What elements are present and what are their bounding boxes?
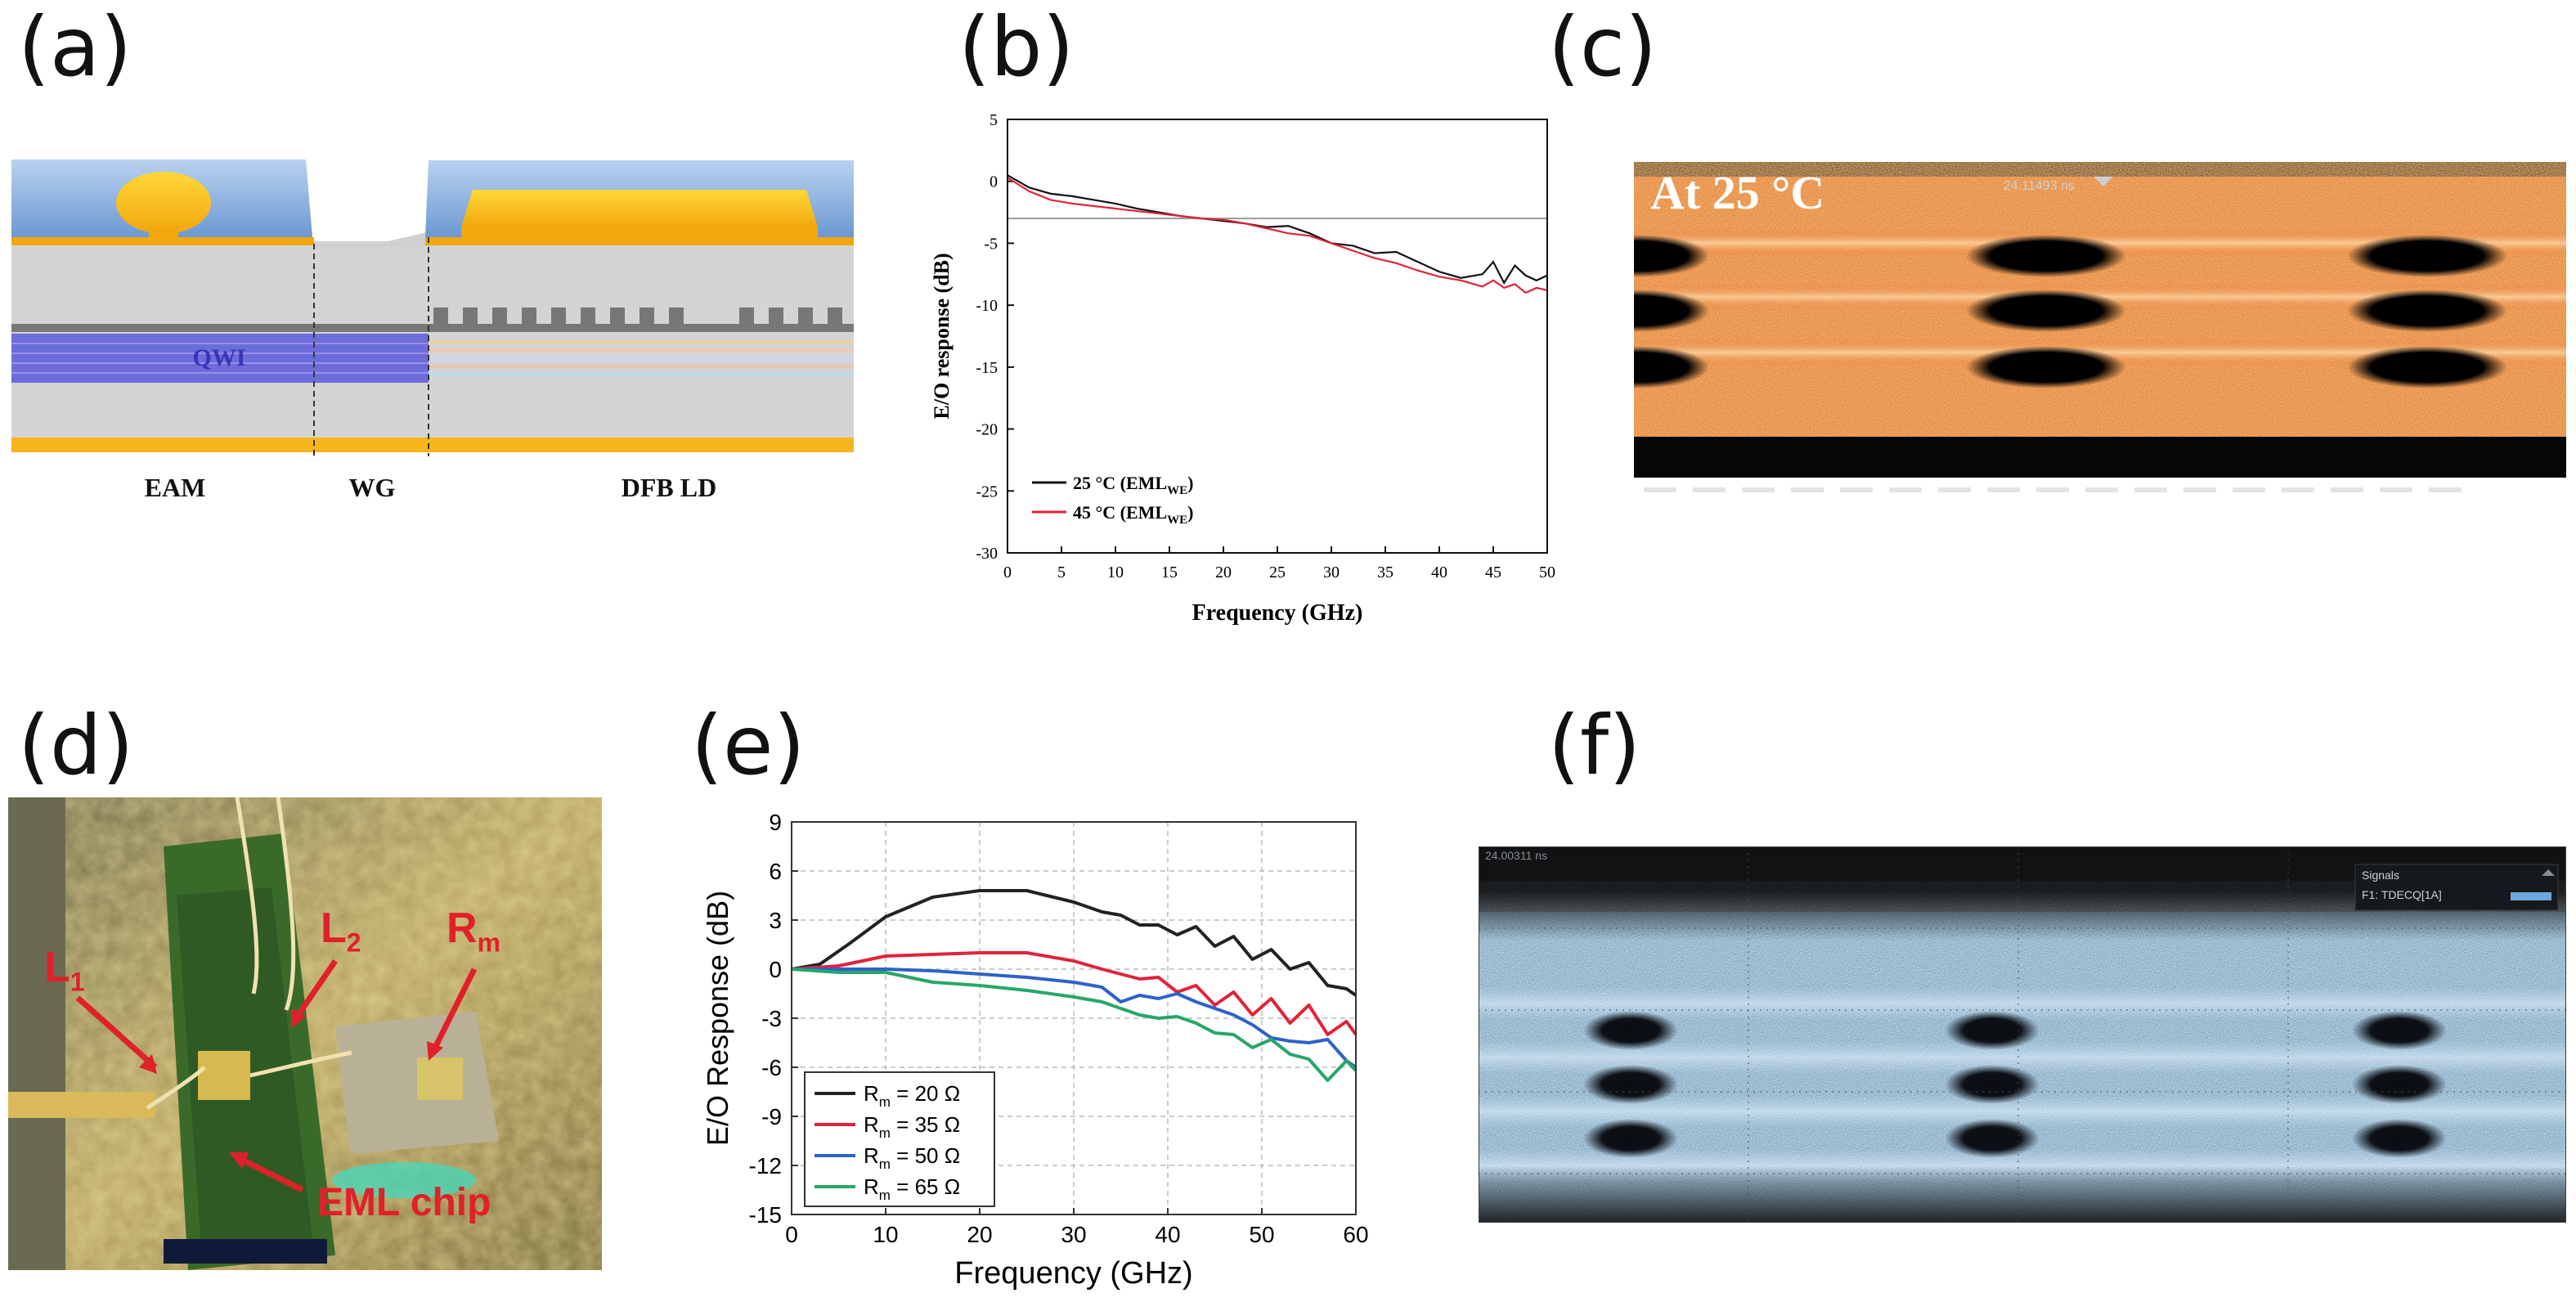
- chart-b-ytick-label: -10: [976, 297, 998, 315]
- eam-contact-pad: [116, 172, 211, 234]
- chart-b-xtick-label: 25: [1269, 563, 1286, 581]
- chart-b-legend-45: 45 °C (EMLWE): [1073, 502, 1193, 527]
- panel-c-title: At 25 °C: [1650, 166, 1825, 219]
- chart-e-xtick-label: 10: [873, 1222, 898, 1247]
- chart-e-legend-label: Rm = 50 Ω: [864, 1143, 960, 1172]
- chart-e-legend-label: Rm = 20 Ω: [864, 1081, 960, 1110]
- chart-e-ytick-label: 0: [769, 957, 782, 982]
- panel-label-a: (a): [18, 0, 132, 95]
- grating-layer: [11, 324, 854, 332]
- chart-e-xtick-label: 50: [1249, 1222, 1274, 1247]
- panel-e-chart: 0 10 20 30 40 50 60 9 6 3 0 -3 -6 -9 -12 -15 Frequency …: [695, 806, 1374, 1296]
- panel-label-b: (b): [958, 0, 1075, 95]
- chart-b-xtick-label: 10: [1107, 563, 1124, 581]
- panel-c-eye-diagram: 24.11493 ns At 25 °C: [1634, 162, 2566, 478]
- chart-e-ytick-label: -3: [761, 1006, 782, 1031]
- panel-c-scope-readout: 24.11493 ns: [2004, 179, 2075, 193]
- chart-b-legend-25: 25 °C (EMLWE): [1073, 473, 1193, 497]
- chart-b-xtick-label: 40: [1431, 563, 1447, 581]
- panel-f-eye-diagram: 24.00311 ns Signals F1: TDECQ[1A]: [1479, 846, 2566, 1223]
- chart-e-ytick-label: -12: [749, 1153, 782, 1179]
- chart-e-xtick-label: 30: [1061, 1222, 1086, 1247]
- section-label-dfb: DFB LD: [622, 473, 716, 502]
- panel-f-signals-legend: Signals F1: TDECQ[1A]: [2354, 864, 2559, 911]
- section-label-wg: WG: [349, 473, 396, 502]
- chart-b-ytick-label: -30: [976, 545, 998, 563]
- qwi-region: [11, 334, 429, 383]
- chart-e-series-1: [791, 951, 1358, 1036]
- chart-b-xtick-label: 35: [1377, 563, 1393, 581]
- chart-b-ytick-label: -25: [976, 483, 998, 501]
- chart-b-xtick-label: 50: [1539, 563, 1555, 581]
- chart-b-legend: 25 °C (EMLWE) 45 °C (EMLWE): [1032, 473, 1193, 527]
- chart-b-ytick-label: 5: [990, 111, 998, 129]
- mqw-layers: [429, 340, 854, 376]
- grating-teeth: [433, 308, 842, 324]
- chart-b-ylabel: E/O response (dB): [930, 253, 954, 419]
- chart-b-xtick-label: 30: [1323, 563, 1340, 581]
- svg-text:F1: TDECQ[1A]: F1: TDECQ[1A]: [2362, 888, 2442, 901]
- panel-label-c: (c): [1548, 0, 1658, 95]
- chart-b-xlabel: Frequency (GHz): [1192, 600, 1363, 626]
- chart-b-xtick-label: 5: [1057, 563, 1066, 581]
- chart-e-series-0: [791, 889, 1358, 997]
- svg-text:Signals: Signals: [2362, 869, 2399, 882]
- chart-e-legend-label: Rm = 65 Ω: [864, 1174, 960, 1203]
- chart-b-xtick-label: 0: [1003, 563, 1012, 581]
- chart-b-series-1: [1007, 177, 1548, 294]
- chart-b-ytick-label: 0: [990, 173, 998, 191]
- chart-b-ytick-label: -5: [984, 235, 998, 253]
- chart-e-ytick-label: -6: [761, 1055, 782, 1080]
- chart-e-legend-label: Rm = 35 Ω: [864, 1112, 960, 1141]
- panel-d-photo: L1 L2 Rm EML chip: [8, 797, 602, 1270]
- chart-e-ytick-label: -15: [749, 1202, 782, 1228]
- chart-e-series-3: [791, 968, 1358, 1082]
- annotation-l2: L2: [321, 905, 361, 958]
- chart-e-series-2: [792, 968, 1358, 1069]
- chart-b-xtick-label: 45: [1485, 563, 1501, 581]
- chart-e-xlabel: Frequency (GHz): [954, 1256, 1192, 1291]
- annotation-eml-chip: EML chip: [317, 1181, 491, 1224]
- dfb-electrode: [461, 190, 818, 227]
- panel-label-e: (e): [691, 698, 806, 793]
- annotation-l1: L1: [44, 944, 85, 997]
- bottom-contact: [11, 438, 854, 452]
- qwi-label: QWI: [192, 344, 245, 371]
- chart-b-xtick-label: 15: [1161, 563, 1178, 581]
- chart-e-xtick-label: 0: [785, 1222, 798, 1247]
- chart-b-plot-frame: [1007, 119, 1548, 554]
- panel-b-chart: 0 5 10 15 20 25 30 35 40 45 50 5 0 -5 -10 -15 -20 -25 -30 …: [916, 106, 1562, 638]
- chart-b-ytick-label: -15: [976, 359, 998, 377]
- panel-label-f: (f): [1548, 698, 1641, 793]
- chart-b-ytick-label: -20: [976, 421, 998, 439]
- chart-e-ytick-label: 6: [769, 859, 782, 884]
- panel-c-blurred-footer: [1644, 487, 2478, 492]
- annotation-rm: Rm: [447, 905, 501, 958]
- chart-e-xtick-label: 60: [1343, 1222, 1368, 1247]
- chart-e-ytick-label: 3: [769, 908, 782, 933]
- chart-e-plot-frame: [791, 821, 1357, 1215]
- section-label-eam: EAM: [145, 473, 206, 502]
- panel-a-schematic: QWI EAM WG DFB LD: [0, 147, 867, 523]
- chart-e-xtick-label: 40: [1155, 1222, 1180, 1247]
- chart-e-xtick-label: 20: [967, 1222, 992, 1247]
- chart-e-ytick-label: -9: [761, 1104, 782, 1129]
- chart-b-series-0: [1007, 174, 1548, 285]
- chart-e-legend: Rm = 20 ΩRm = 35 ΩRm = 50 ΩRm = 65 Ω: [804, 1071, 995, 1207]
- chart-e-ytick-label: 9: [769, 810, 782, 835]
- waveguide-notch: [314, 231, 433, 247]
- panel-label-d: (d): [18, 698, 134, 793]
- panel-f-scope-readout: 24.00311 ns: [1485, 849, 1547, 862]
- chart-e-ylabel: E/O Response (dB): [701, 891, 734, 1146]
- chart-b-xtick-label: 20: [1215, 563, 1232, 581]
